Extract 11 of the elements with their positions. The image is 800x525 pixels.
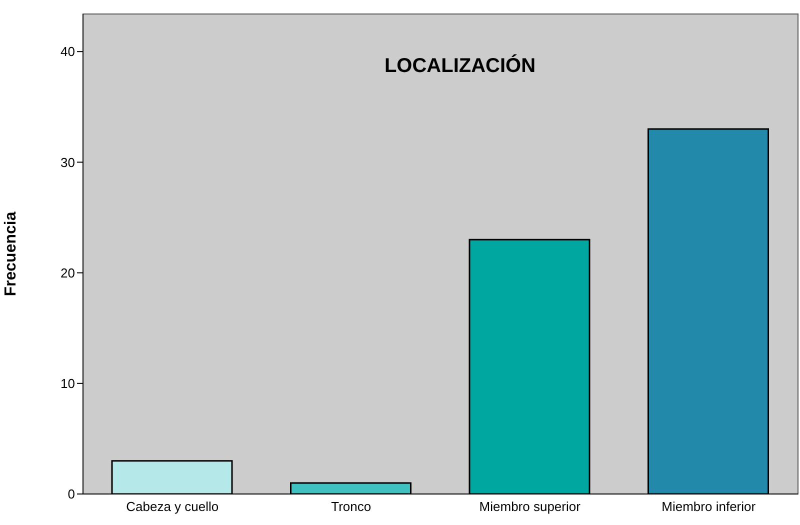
- x-tick-label: Miembro inferior: [662, 499, 756, 514]
- x-tick-label: Tronco: [331, 499, 372, 514]
- y-tick-label: 0: [68, 486, 75, 502]
- y-tick-label: 40: [60, 44, 75, 60]
- y-axis-title: Frecuencia: [2, 212, 20, 296]
- y-tick-label: 30: [60, 154, 75, 170]
- y-tick-label: 10: [60, 376, 75, 392]
- text: LOCALIZACIÓN: [384, 54, 536, 77]
- x-tick-label: Miembro superior: [479, 499, 582, 514]
- x-tick-label: Cabeza y cuello: [126, 499, 219, 514]
- y-tick-label: 20: [60, 265, 75, 280]
